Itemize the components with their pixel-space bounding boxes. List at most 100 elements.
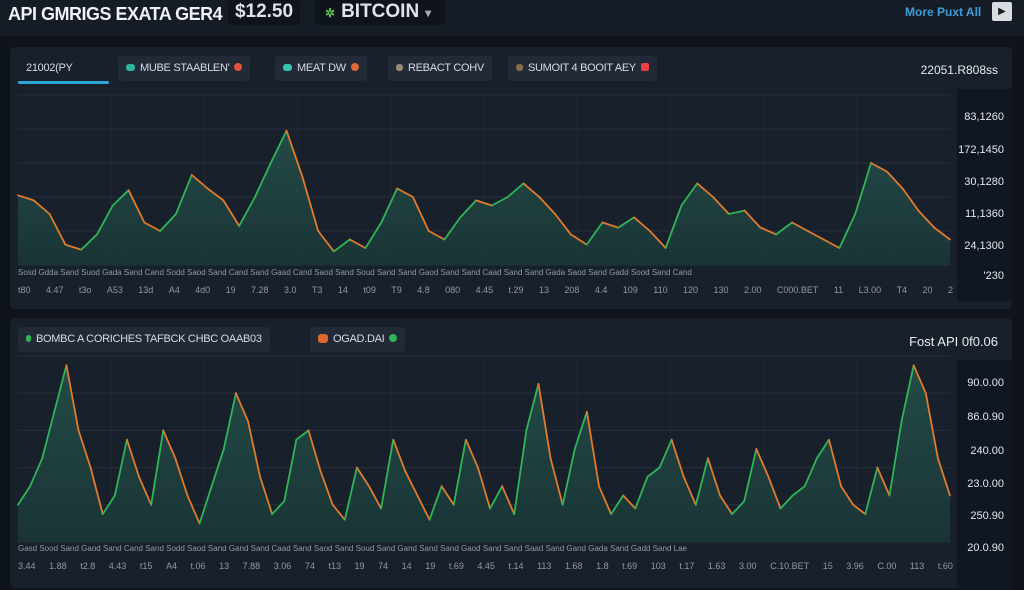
dot-icon bbox=[283, 63, 292, 71]
tab-bottom-1[interactable]: BOMBC A CORICHES TAFBCK CHBC OAAB03 bbox=[18, 327, 270, 352]
price-segment bbox=[53, 364, 68, 413]
price-segment bbox=[175, 174, 193, 215]
price-segment bbox=[646, 466, 661, 478]
tab-label: OGAD.DAI bbox=[333, 333, 385, 345]
price-segment bbox=[864, 466, 879, 516]
y-tick-label: 24,1300 bbox=[964, 240, 1004, 252]
x-tick-label: 103 bbox=[650, 561, 666, 571]
y-tick-label: 172,1450 bbox=[958, 144, 1004, 156]
price-segment bbox=[743, 209, 762, 229]
price-segment bbox=[707, 457, 721, 497]
x-tick-label: 113 bbox=[537, 561, 552, 571]
price-segment bbox=[331, 503, 346, 521]
y-tick-label: 83,1260 bbox=[964, 111, 1004, 123]
x-tick-label: T3 bbox=[311, 285, 323, 295]
price-segment bbox=[364, 221, 383, 249]
price-segment bbox=[234, 392, 249, 422]
price-segment bbox=[610, 494, 625, 516]
tab-5[interactable]: SUMOIT 4 BOOIT AEY bbox=[508, 56, 657, 81]
header-value: Fost API 0f0.06 bbox=[909, 334, 998, 349]
price-segment bbox=[680, 182, 699, 207]
price-display: $12.50 bbox=[228, 0, 300, 25]
x-tick-label: 109 bbox=[622, 285, 638, 295]
price-segment bbox=[622, 494, 637, 510]
price-segment bbox=[648, 230, 667, 249]
price-segment bbox=[727, 209, 746, 215]
bitcoin-icon: ✲ bbox=[325, 6, 336, 20]
tab-1[interactable]: 21002(PY bbox=[18, 56, 109, 84]
price-segment bbox=[459, 199, 478, 219]
price-segment bbox=[17, 194, 35, 202]
x-tick-label: 110 bbox=[653, 285, 668, 295]
price-segment bbox=[759, 226, 778, 236]
price-segment bbox=[111, 189, 130, 207]
price-segment bbox=[65, 364, 80, 432]
price-segment bbox=[238, 196, 256, 227]
x-axis-row-1: Gasd Sood Sand Gaod Sand Cand Sand Sodd … bbox=[18, 544, 953, 553]
price-segment bbox=[396, 187, 414, 198]
tab-2[interactable]: MUBE STAABLEN' bbox=[118, 56, 251, 81]
x-tick-label: 080 bbox=[445, 285, 461, 295]
price-segment bbox=[525, 383, 540, 432]
price-segment bbox=[791, 485, 806, 497]
x-axis-text: Gasd Sood Sand Gaod Sand Cand Sand Sodd … bbox=[18, 544, 687, 553]
price-segment bbox=[924, 392, 939, 460]
active-tab-indicator bbox=[18, 81, 109, 84]
price-segment bbox=[633, 216, 651, 232]
price-segment bbox=[694, 457, 709, 506]
x-tick-label: 120 bbox=[683, 285, 699, 295]
price-segment bbox=[513, 429, 528, 516]
price-segment bbox=[803, 457, 818, 488]
x-tick-label: t.14 bbox=[508, 561, 524, 571]
price-segment bbox=[933, 226, 951, 241]
y-tick-label: 30,1280 bbox=[964, 176, 1004, 188]
x-tick-label: t80 bbox=[18, 285, 31, 295]
more-link[interactable]: More Puxt All bbox=[905, 5, 982, 19]
x-tick-label: 113 bbox=[909, 561, 925, 571]
price-segment bbox=[428, 485, 443, 521]
x-tick-label: 3.44 bbox=[18, 561, 36, 571]
price-segment bbox=[101, 494, 116, 516]
x-tick-label: 208 bbox=[564, 285, 580, 295]
dot-icon bbox=[318, 333, 328, 343]
top-price-chart[interactable] bbox=[10, 47, 960, 309]
price-segment bbox=[41, 410, 56, 460]
x-tick-label: 4.45 bbox=[477, 561, 495, 571]
x-tick-label: 4.4 bbox=[594, 285, 608, 295]
price-segment bbox=[506, 182, 525, 198]
play-icon[interactable]: ▶ bbox=[992, 2, 1012, 21]
price-segment bbox=[569, 233, 588, 246]
y-tick-label: 90.0.00 bbox=[967, 377, 1004, 389]
price-segment bbox=[696, 182, 714, 198]
price-segment bbox=[271, 500, 286, 516]
app-title: API GMRIGS EXATA GER4 bbox=[8, 4, 223, 24]
dot-icon bbox=[234, 63, 243, 72]
price-segment bbox=[380, 187, 399, 224]
price-segment bbox=[917, 209, 936, 229]
x-tick-label: 3.00 bbox=[739, 561, 757, 571]
x-tick-label: 13 bbox=[219, 561, 230, 571]
dot-icon bbox=[516, 63, 523, 71]
x-tick-label: 7.28 bbox=[251, 285, 269, 295]
bottom-price-chart[interactable] bbox=[10, 318, 960, 588]
tab-3[interactable]: MEAT DW bbox=[275, 56, 367, 81]
dot-icon bbox=[350, 63, 359, 72]
price-segment bbox=[113, 438, 128, 497]
coin-selector[interactable]: ✲ BITCOIN ▾ bbox=[315, 0, 445, 25]
price-segment bbox=[404, 470, 419, 497]
x-tick-label: T4 bbox=[896, 285, 908, 295]
price-segment bbox=[380, 438, 395, 510]
price-segment bbox=[537, 383, 552, 460]
x-tick-label: t15 bbox=[139, 561, 153, 571]
y-tick-label: '230 bbox=[983, 270, 1004, 282]
tab-label: MEAT DW bbox=[297, 62, 346, 74]
price-segment bbox=[127, 189, 146, 224]
price-segment bbox=[343, 466, 358, 521]
y-tick-label: 11,1360 bbox=[965, 208, 1004, 220]
x-tick-label: 15 bbox=[822, 561, 833, 571]
tab-bottom-2[interactable]: OGAD.DAI bbox=[310, 327, 406, 352]
tab-4[interactable]: REBACT COHV bbox=[388, 56, 492, 81]
price-segment bbox=[333, 238, 351, 253]
x-tick-label: 4d0 bbox=[195, 285, 211, 295]
price-segment bbox=[822, 238, 841, 249]
